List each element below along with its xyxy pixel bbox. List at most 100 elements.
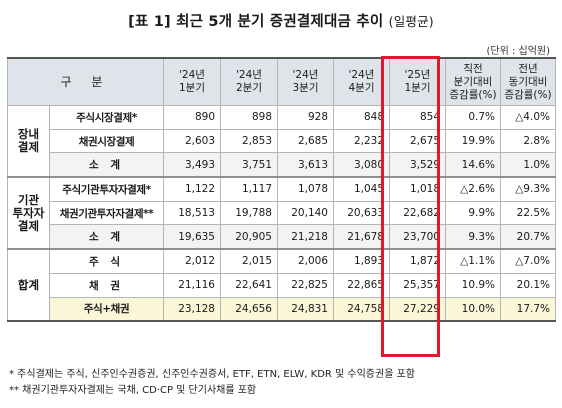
row-label: 소 계 <box>49 152 164 178</box>
row-label: 채 권 <box>49 272 164 298</box>
value-cell: 3,529 <box>389 152 446 178</box>
row-label: 주식+채권 <box>49 296 164 322</box>
value-cell: 1,872 <box>389 248 446 274</box>
qoq-cell: 10.0% <box>445 296 501 322</box>
header-qoq: 직전 분기대비 증감률(%) <box>445 57 501 106</box>
yoy-cell: △9.3% <box>500 176 556 202</box>
value-cell: 25,357 <box>389 272 446 298</box>
row-label: 주식시장결제* <box>49 105 164 130</box>
table-row: 채권시장결제 2,603 2,853 2,685 2,232 2,675 19.9% 2.8% <box>8 128 556 154</box>
qoq-cell: 9.9% <box>445 200 501 226</box>
value-cell: 2,232 <box>333 128 390 154</box>
table-row: 합계 주 식 2,012 2,015 2,006 1,893 1,872 △1.1% △7.0% <box>7 248 556 322</box>
value-cell: 23,700 <box>389 224 446 250</box>
value-cell: 22,865 <box>333 272 390 298</box>
qoq-cell: 19.9% <box>445 128 501 154</box>
header-row: 구 분 '24년 1분기 '24년 2분기 '24년 3분기 '24년 4분기 '25년… <box>7 57 556 106</box>
qoq-cell: 10.9% <box>445 272 501 298</box>
value-cell: 2,015 <box>220 248 278 274</box>
table-title-sub: (일평균) <box>388 14 434 29</box>
value-cell: 22,682 <box>389 200 446 226</box>
table-title-main: [표 1] 최근 5개 분기 증권결제대금 추이 <box>128 14 384 30</box>
group-label: 기관 투자자 결제 <box>7 176 50 250</box>
group-label: 합계 <box>7 248 50 322</box>
footnote-2: ** 채권기관투자자결제는 국채, CD·CP 및 단기사채를 포함 <box>9 385 257 396</box>
value-cell: 22,825 <box>277 272 334 298</box>
value-cell: 21,218 <box>277 224 334 250</box>
qoq-cell: △1.1% <box>445 248 501 274</box>
yoy-cell: △4.0% <box>500 105 556 130</box>
value-cell: 2,603 <box>163 128 221 154</box>
value-cell: 19,788 <box>220 200 278 226</box>
qoq-cell: 14.6% <box>445 152 501 178</box>
row-label: 주식기관투자자결제* <box>49 176 164 202</box>
table-row: 소 계 19,635 20,905 21,218 21,678 23,700 9.3% 20.… <box>8 224 556 250</box>
footnote-1: * 주식결제는 주식, 신주인수권증권, 신주인수권증서, ETF, ETN, … <box>9 369 415 380</box>
group-label: 장내 결제 <box>7 105 50 178</box>
value-cell: 3,751 <box>220 152 278 178</box>
yoy-cell: 1.0% <box>500 152 556 178</box>
value-cell: 20,633 <box>333 200 390 226</box>
value-cell: 24,758 <box>333 296 390 322</box>
header-period: '25년 1분기 <box>389 57 446 106</box>
row-label: 주 식 <box>49 248 164 274</box>
value-cell: 20,905 <box>220 224 278 250</box>
unit-label: (단위 : 십억원) <box>486 46 550 57</box>
value-cell: 898 <box>220 105 278 130</box>
yoy-cell: 22.5% <box>500 200 556 226</box>
settlement-table: 구 분 '24년 1분기 '24년 2분기 '24년 3분기 '24년 4분기 '25년… <box>7 57 556 323</box>
header-period: '24년 4분기 <box>333 57 390 106</box>
value-cell: 3,613 <box>277 152 334 178</box>
value-cell: 890 <box>163 105 221 130</box>
value-cell: 18,513 <box>163 200 221 226</box>
table-row: 채 권 21,116 22,641 22,825 22,865 25,357 10.9% 20… <box>8 272 556 298</box>
header-category: 구 분 <box>7 57 164 106</box>
value-cell: 2,685 <box>277 128 334 154</box>
value-cell: 1,893 <box>333 248 390 274</box>
value-cell: 3,493 <box>163 152 221 178</box>
value-cell: 20,140 <box>277 200 334 226</box>
header-period: '24년 3분기 <box>277 57 334 106</box>
header-yoy: 전년 동기대비 증감률(%) <box>500 57 556 106</box>
value-cell: 2,853 <box>220 128 278 154</box>
value-cell: 23,128 <box>163 296 221 322</box>
value-cell: 3,080 <box>333 152 390 178</box>
value-cell: 2,675 <box>389 128 446 154</box>
row-label: 채권시장결제 <box>49 128 164 154</box>
table-row: 장내 결제 주식시장결제* 890 898 928 848 854 0.7% △4.0% <box>7 105 556 178</box>
table-row: 소 계 3,493 3,751 3,613 3,080 3,529 14.6% 1.0% <box>8 152 556 178</box>
qoq-cell: △2.6% <box>445 176 501 202</box>
yoy-cell: 2.8% <box>500 128 556 154</box>
row-label: 소 계 <box>49 224 164 250</box>
table-title: [표 1] 최근 5개 분기 증권결제대금 추이 (일평균) <box>0 10 562 31</box>
value-cell: 24,831 <box>277 296 334 322</box>
table-row: 주식+채권 23,128 24,656 24,831 24,758 27,229 10.0%… <box>8 296 556 322</box>
value-cell: 2,006 <box>277 248 334 274</box>
yoy-cell: 17.7% <box>500 296 556 322</box>
yoy-cell: 20.7% <box>500 224 556 250</box>
yoy-cell: 20.1% <box>500 272 556 298</box>
value-cell: 21,116 <box>163 272 221 298</box>
value-cell: 848 <box>333 105 390 130</box>
table-row: 채권기관투자자결제** 18,513 19,788 20,140 20,633 22,68… <box>8 200 556 226</box>
value-cell: 24,656 <box>220 296 278 322</box>
value-cell: 21,678 <box>333 224 390 250</box>
row-label: 채권기관투자자결제** <box>49 200 164 226</box>
value-cell: 854 <box>389 105 446 130</box>
value-cell: 1,117 <box>220 176 278 202</box>
value-cell: 19,635 <box>163 224 221 250</box>
qoq-cell: 9.3% <box>445 224 501 250</box>
yoy-cell: △7.0% <box>500 248 556 274</box>
table-row: 기관 투자자 결제 주식기관투자자결제* 1,122 1,117 1,078 1,045 1,0… <box>7 176 556 250</box>
value-cell: 1,018 <box>389 176 446 202</box>
value-cell: 1,045 <box>333 176 390 202</box>
header-period: '24년 2분기 <box>220 57 278 106</box>
header-period: '24년 1분기 <box>163 57 221 106</box>
value-cell: 2,012 <box>163 248 221 274</box>
qoq-cell: 0.7% <box>445 105 501 130</box>
value-cell: 1,078 <box>277 176 334 202</box>
value-cell: 1,122 <box>163 176 221 202</box>
value-cell: 22,641 <box>220 272 278 298</box>
value-cell: 27,229 <box>389 296 446 322</box>
value-cell: 928 <box>277 105 334 130</box>
